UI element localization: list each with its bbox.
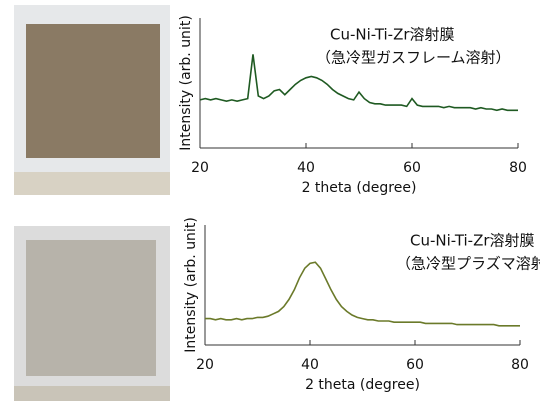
figure: 20 40 60 80 2 theta (degree) Intensity (arb. … [0,0,540,401]
x-tick-label: 60 [406,357,424,373]
x-axis-label: 2 theta (degree) [302,180,417,196]
x-tick-label: 40 [301,357,319,373]
chart-title: Cu-Ni-Ti-Zr溶射膜 [410,232,535,250]
chart-title: Cu-Ni-Ti-Zr溶射膜 [330,26,455,44]
x-tick-label: 20 [196,357,214,373]
sample-photo [14,226,170,401]
chart-subtitle: （急冷型プラズマ溶射） [396,255,540,273]
sample-photo [14,5,170,195]
x-tick-label: 20 [191,160,209,176]
x-tick-label: 60 [403,160,421,176]
x-axis-label: 2 theta (degree) [305,377,420,393]
x-tick-label: 40 [297,160,315,176]
y-axis-label: Intensity (arb. unit) [178,15,194,151]
y-axis-label: Intensity (arb. unit) [183,217,199,353]
x-tick-label: 80 [511,357,529,373]
x-tick-label: 80 [509,160,527,176]
chart-subtitle: （急冷型ガスフレーム溶射） [316,49,511,67]
